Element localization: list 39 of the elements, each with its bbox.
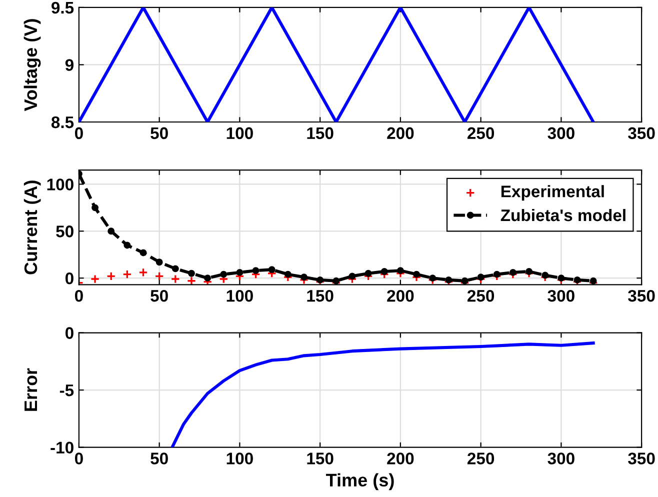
y-axis-title: Error	[24, 368, 38, 411]
y-tick-label: 8.5	[51, 116, 74, 128]
y-axis-title: Current (A)	[24, 180, 41, 274]
x-tick-label: 300	[548, 127, 574, 140]
y-tick-label: 50	[56, 226, 74, 238]
y-tick-label: 0	[65, 272, 74, 284]
x-tick-label: 200	[387, 290, 414, 302]
legend-label: Zubieta's model	[500, 208, 626, 222]
x-tick-label: 250	[467, 127, 494, 140]
x-tick-label: 0	[74, 127, 83, 140]
x-tick-label: 100	[226, 290, 253, 302]
x-tick-label: 100	[226, 127, 253, 140]
y-tick-label: -10	[50, 442, 74, 454]
x-tick-label: 50	[150, 290, 168, 302]
x-tick-label: 100	[226, 452, 253, 464]
y-tick-label: 9	[65, 59, 74, 71]
y-tick-label: -5	[60, 384, 74, 396]
x-tick-label: 150	[307, 290, 334, 302]
x-tick-label: 350	[628, 452, 655, 464]
x-tick-label: 50	[150, 452, 168, 464]
y-tick-label: 0	[65, 327, 74, 339]
x-tick-label: 300	[548, 452, 574, 464]
x-tick-label: 0	[74, 290, 83, 302]
x-tick-label: 0	[74, 452, 83, 464]
x-tick-label: 250	[467, 290, 494, 302]
x-tick-label: 350	[628, 127, 655, 140]
y-axis-title: Voltage (V)	[24, 19, 41, 112]
x-tick-label: 250	[467, 452, 494, 464]
x-axis-title: Time (s)	[326, 473, 394, 490]
x-tick-label: 300	[548, 290, 574, 302]
x-tick-label: 200	[387, 452, 414, 464]
x-tick-label: 150	[307, 452, 334, 464]
legend-label: Experimental	[501, 185, 604, 201]
x-tick-label: 200	[387, 127, 414, 140]
y-tick-label: 100	[47, 178, 74, 190]
x-tick-label: 150	[307, 127, 334, 140]
x-tick-label: 350	[628, 290, 655, 302]
x-tick-label: 50	[150, 127, 168, 140]
y-tick-label: 9.5	[52, 2, 74, 14]
